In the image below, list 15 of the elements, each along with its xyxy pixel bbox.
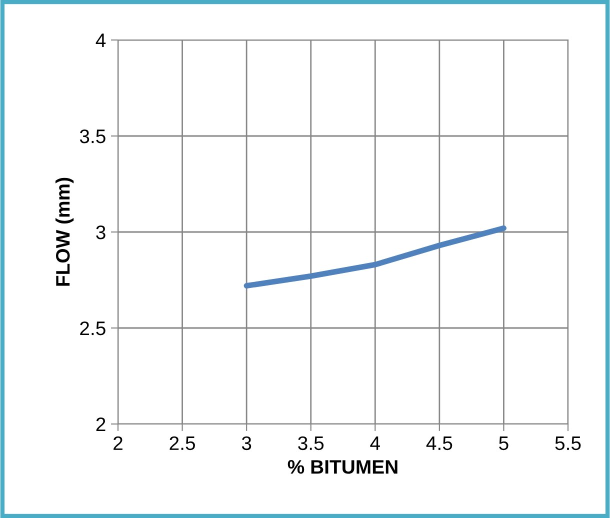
x-tick-label: 5.5 bbox=[555, 436, 581, 450]
y-tick-label: 4 bbox=[96, 34, 106, 48]
y-tick-label: 2.5 bbox=[80, 321, 106, 336]
x-tick-label: 4.5 bbox=[426, 436, 452, 450]
x-tick-label: 3 bbox=[242, 436, 252, 450]
x-axis-title: % BITUMEN bbox=[288, 460, 398, 474]
y-tick-label: 3 bbox=[96, 225, 106, 240]
x-tick-label: 2 bbox=[114, 436, 122, 450]
y-tick-label: 3.5 bbox=[80, 129, 106, 144]
x-tick-label: 4 bbox=[370, 436, 380, 450]
x-tick-label: 3.5 bbox=[298, 436, 324, 450]
y-tick-label: 2 bbox=[96, 417, 106, 432]
x-tick-label: 2.5 bbox=[170, 436, 195, 450]
y-axis-title: FLOW (mm) bbox=[55, 178, 74, 286]
x-tick-label: 5 bbox=[499, 436, 508, 450]
